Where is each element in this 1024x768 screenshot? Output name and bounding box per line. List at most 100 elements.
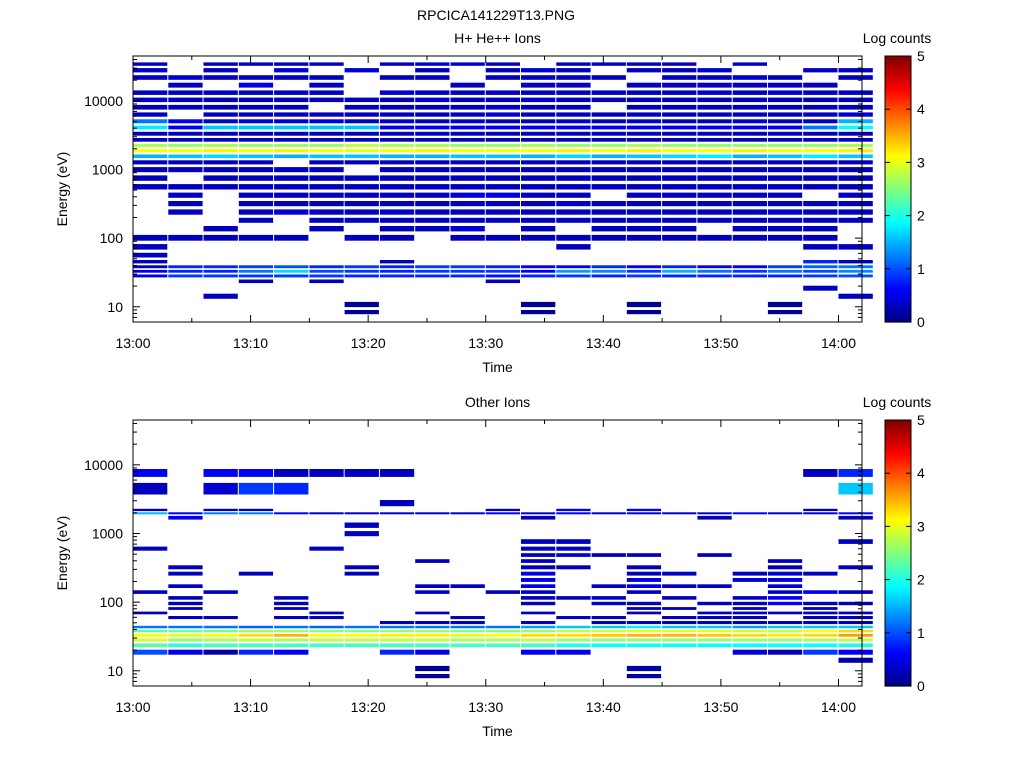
heatmap-cell [238, 274, 274, 278]
heatmap-cell [626, 584, 662, 588]
heatmap-cell [379, 143, 415, 148]
heatmap-cell [485, 184, 520, 190]
heatmap-cell [379, 184, 415, 190]
heatmap-cell [133, 611, 168, 615]
heatmap-cell [591, 154, 626, 158]
heatmap-cell [485, 217, 520, 223]
heatmap-cell [379, 226, 415, 232]
heatmap-cell [203, 226, 238, 232]
heatmap-cell [732, 633, 767, 637]
heatmap-cell [662, 629, 697, 633]
heatmap-cell [133, 625, 168, 629]
heatmap-cell [521, 201, 556, 207]
heatmap-cell [626, 149, 662, 153]
heatmap-cell [521, 209, 556, 215]
heatmap-cell [556, 234, 591, 241]
heatmap-cell [238, 201, 274, 207]
heatmap-cell [838, 175, 873, 181]
heatmap-cell [203, 149, 238, 153]
heatmap-cell [803, 633, 838, 637]
heatmap-cell [662, 62, 697, 66]
heatmap-cell [591, 184, 626, 190]
heatmap-cell [274, 143, 309, 148]
colorbar-segment [885, 197, 911, 200]
heatmap-cell [838, 184, 873, 190]
heatmap-cell [838, 539, 873, 544]
heatmap-cell [591, 167, 626, 173]
colorbar-segment [885, 523, 911, 527]
heatmap-cell [238, 217, 274, 223]
heatmap-cell [732, 154, 767, 158]
heatmap-cell [556, 565, 591, 570]
colorbar-segment [885, 532, 911, 535]
heatmap-cell [415, 138, 450, 142]
heatmap-cell [626, 82, 662, 88]
heatmap-cell [697, 234, 732, 241]
heatmap-cell [309, 265, 344, 269]
colorbar-segment [885, 569, 911, 573]
heatmap-cell [662, 234, 697, 241]
heatmap-cell [450, 201, 485, 207]
heatmap-cell [133, 97, 168, 103]
heatmap-cell [168, 138, 203, 142]
heatmap-cell [662, 616, 697, 620]
heatmap-cell [344, 265, 379, 269]
heatmap-cell [803, 90, 838, 95]
heatmap-cell [732, 217, 767, 223]
heatmap-cell [168, 192, 203, 198]
colorbar-segment [885, 555, 911, 558]
heatmap-cell [379, 131, 415, 136]
heatmap-cell [203, 274, 238, 278]
heatmap-cell [626, 184, 662, 190]
heatmap-cell [591, 553, 626, 557]
colorbar-segment [885, 236, 911, 240]
heatmap-cell [591, 596, 626, 600]
colorbar-segment [885, 240, 911, 244]
colorbar-segment [885, 627, 911, 631]
heatmap-cell [344, 154, 379, 158]
heatmap-cell [344, 522, 379, 528]
heatmap-cell [767, 192, 803, 198]
heatmap-cell [556, 643, 591, 648]
colorbar-segment [885, 561, 911, 564]
heatmap-cell [344, 571, 379, 576]
colorbar-segment [885, 453, 911, 456]
heatmap-cell [732, 649, 767, 655]
heatmap-cell [309, 119, 344, 124]
colorbar-tick-label: 0 [917, 678, 925, 694]
heatmap-cell [203, 90, 238, 95]
heatmap-cell [838, 616, 873, 620]
heatmap-cell [556, 201, 591, 207]
colorbar-segment [885, 62, 911, 65]
heatmap-cell [838, 611, 873, 615]
heatmap-cell [521, 131, 556, 136]
colorbar-segment [885, 494, 911, 498]
colorbar-segment [885, 451, 911, 454]
heatmap-cell [309, 167, 344, 173]
colorbar-segment [885, 625, 911, 629]
colorbar-segment [885, 553, 911, 556]
heatmap-cell [767, 131, 803, 136]
heatmap-cell [838, 512, 873, 515]
colorbar-segment [885, 116, 911, 119]
heatmap-cell [662, 217, 697, 223]
x-tick-label: 13:20 [351, 335, 386, 351]
heatmap-cell [662, 209, 697, 215]
heatmap-cell [309, 629, 344, 633]
heatmap-cell [203, 265, 238, 269]
heatmap-cell [309, 546, 344, 551]
heatmap-cell [591, 143, 626, 148]
colorbar-segment [885, 615, 911, 619]
heatmap-cell [415, 160, 450, 165]
heatmap-cell [415, 674, 450, 679]
heatmap-cell [697, 184, 732, 190]
heatmap-cell [521, 274, 556, 278]
heatmap-cell [274, 125, 309, 130]
colorbar-segment [885, 631, 911, 635]
heatmap-cell [379, 119, 415, 124]
heatmap-cell [379, 500, 415, 507]
heatmap-cell [485, 265, 520, 269]
heatmap-cell [838, 131, 873, 136]
heatmap-cell [626, 607, 662, 610]
heatmap-cell [556, 82, 591, 88]
